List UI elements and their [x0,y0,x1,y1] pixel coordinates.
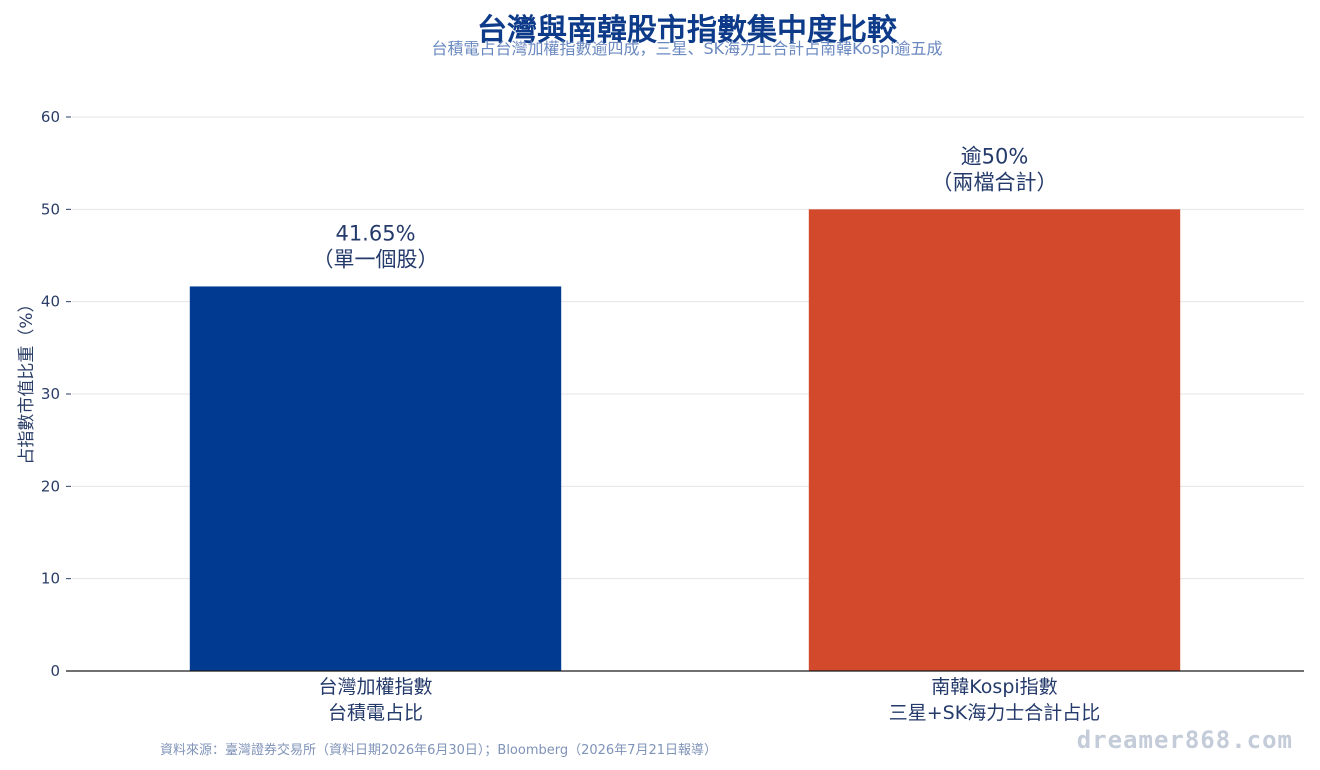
watermark: dreamer868.com [1077,726,1293,754]
bar [808,209,1181,672]
y-axis-ticks: 0 10 20 30 40 50 60 [41,108,71,680]
data-label: 41.65% [335,221,415,245]
x-category-label: 三星+SK海力士合計占比 [889,702,1100,724]
x-category-label: 台灣加權指數 [318,676,432,698]
y-tick-label: 60 [41,108,60,126]
data-label: （兩檔合計） [932,170,1058,194]
chart-title: 台灣與南韓股市指數集中度比較 [477,13,898,48]
bar [189,286,562,671]
y-axis-title: 占指數市值比重（%） [17,295,37,464]
y-tick-label: 30 [41,385,60,403]
data-labels: 41.65%（單一個股） 逾50%（兩檔合計） [313,144,1058,271]
x-category-label: 台積電占比 [328,702,423,724]
y-tick-label: 20 [41,477,60,495]
source-note: 資料來源：臺灣證券交易所（資料日期2026年6月30日）；Bloomberg（2… [160,742,717,758]
y-tick-label: 40 [41,293,60,311]
data-label: 逾50% [961,144,1029,168]
data-label: （單一個股） [313,247,439,271]
y-tick-label: 50 [41,200,60,218]
y-tick-label: 0 [50,662,60,680]
x-category-label: 南韓Kospi指數 [931,676,1057,698]
y-tick-label: 10 [41,570,60,588]
chart-subtitle: 台積電占台灣加權指數逾四成，三星、SK海力士合計占南韓Kospi逾五成 [431,39,942,58]
bars [189,209,1181,672]
